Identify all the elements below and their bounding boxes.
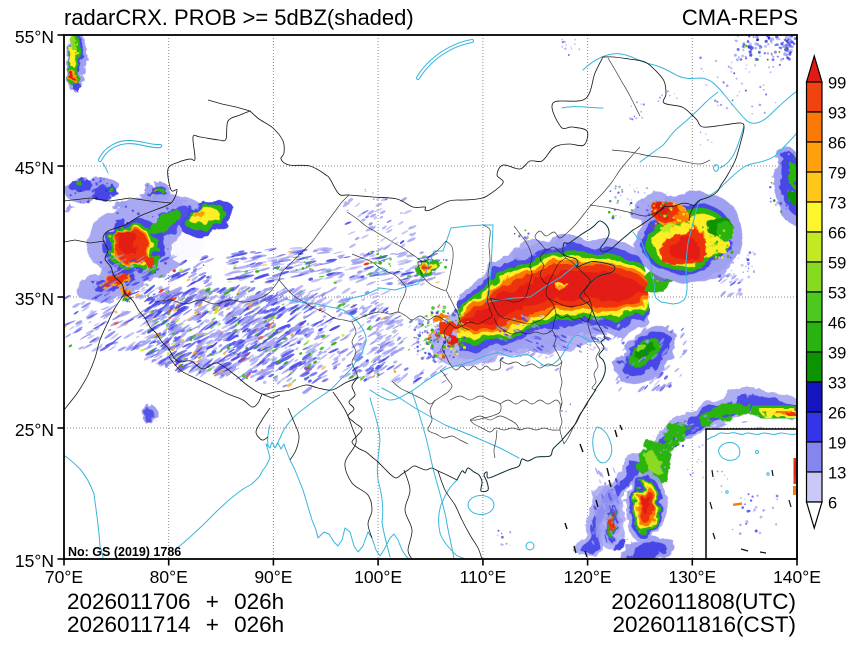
svg-text:39: 39 — [828, 344, 846, 362]
svg-text:80°E: 80°E — [150, 567, 188, 587]
svg-text:No: GS (2019) 1786: No: GS (2019) 1786 — [68, 545, 181, 559]
svg-text:120°E: 120°E — [564, 567, 612, 587]
svg-text:33: 33 — [828, 374, 846, 392]
svg-text:15°N: 15°N — [15, 551, 54, 571]
svg-text:2026011714 + 026h: 2026011714 + 026h — [67, 612, 284, 637]
svg-text:19: 19 — [828, 434, 846, 452]
svg-text:93: 93 — [828, 104, 846, 122]
svg-text:140°E: 140°E — [773, 567, 821, 587]
svg-text:90°E: 90°E — [254, 567, 292, 587]
svg-text:70°E: 70°E — [45, 567, 83, 587]
svg-text:26: 26 — [828, 404, 846, 422]
svg-text:55°N: 55°N — [15, 27, 54, 47]
svg-text:46: 46 — [828, 314, 846, 332]
svg-text:99: 99 — [828, 74, 846, 92]
svg-text:100°E: 100°E — [354, 567, 402, 587]
svg-text:66: 66 — [828, 224, 846, 242]
svg-text:2026011816(CST): 2026011816(CST) — [613, 612, 796, 637]
svg-text:45°N: 45°N — [15, 158, 54, 178]
svg-text:2026011706 + 026h: 2026011706 + 026h — [67, 589, 284, 614]
svg-text:6: 6 — [828, 494, 837, 512]
svg-text:13: 13 — [828, 464, 846, 482]
svg-text:73: 73 — [828, 194, 846, 212]
svg-text:CMA-REPS: CMA-REPS — [682, 5, 798, 30]
svg-text:110°E: 110°E — [460, 567, 507, 587]
svg-text:radarCRX. PROB >= 5dBZ(shaded): radarCRX. PROB >= 5dBZ(shaded) — [64, 5, 414, 30]
svg-text:25°N: 25°N — [15, 420, 54, 440]
svg-text:35°N: 35°N — [15, 289, 54, 309]
svg-text:130°E: 130°E — [668, 567, 716, 587]
svg-text:2026011808(UTC): 2026011808(UTC) — [611, 589, 796, 614]
svg-text:79: 79 — [828, 164, 846, 182]
svg-text:53: 53 — [828, 284, 846, 302]
svg-text:86: 86 — [828, 134, 846, 152]
svg-text:59: 59 — [828, 254, 846, 272]
